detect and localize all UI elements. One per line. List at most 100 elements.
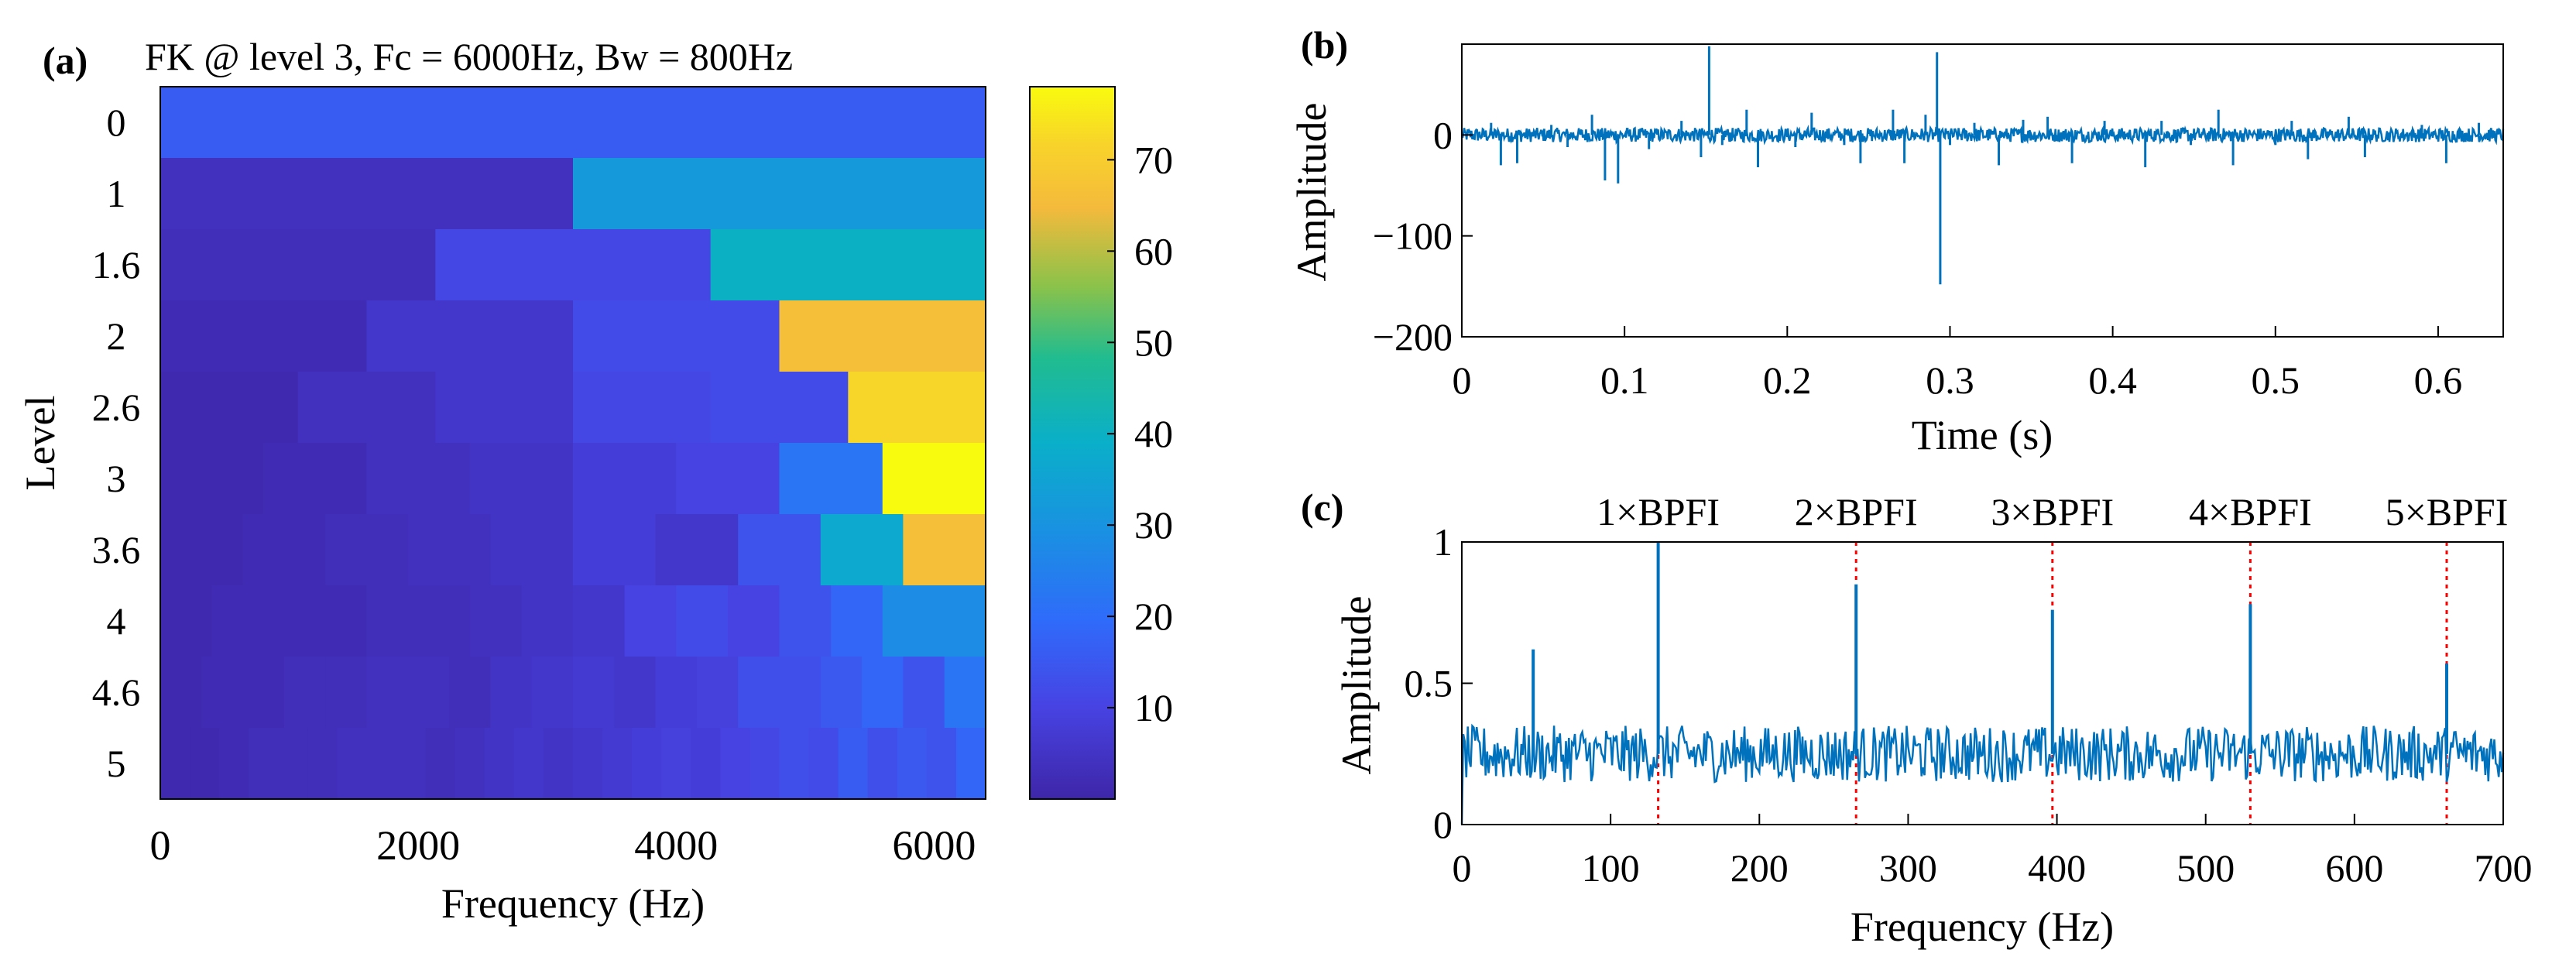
heatmap-y-axis-label: Level [17,396,63,491]
time-x-tick-label: 0.6 [2414,358,2463,402]
heatmap-cell [366,300,574,372]
spectrum-y-tick-label: 1 [1433,520,1453,564]
time-x-tick-label: 0.5 [2252,358,2300,402]
heatmap-cell [738,657,780,729]
heatmap-cell [366,657,409,729]
heatmap-cell [278,728,308,800]
colorbar-tick-label: 50 [1134,321,1173,364]
heatmap-cell [337,728,368,800]
heatmap-cell [435,229,712,301]
time-x-tick-label: 0.1 [1600,358,1649,402]
heatmap-x-tick-label: 6000 [892,822,976,869]
heatmap-cell [366,728,397,800]
heatmap-x-tick-label: 0 [150,822,171,869]
heatmap-cell [242,657,285,729]
time-x-tick-labels: 0 0.1 0.2 0.3 0.4 0.5 0.6 [1453,326,2463,402]
heatmap-y-tick-label: 0 [107,101,126,144]
heatmap-cell [661,728,691,800]
heatmap-cell [632,728,662,800]
heatmap-cell [490,657,533,729]
heatmap-cell [396,728,427,800]
heatmap-y-tick-label: 1.6 [92,243,141,286]
heatmap-cell [543,728,574,800]
heatmap-cell [160,585,213,657]
heatmap-cell [513,728,544,800]
heatmap-y-tick-label: 4 [107,599,126,643]
heatmap-cell [573,514,657,586]
bpfi-label: 2×BPFI [1795,490,1918,533]
heatmap-cell [573,443,677,515]
heatmap-cell [573,372,712,444]
heatmap-cell [820,657,863,729]
heatmap-cell [655,657,698,729]
heatmap-cells [160,87,986,800]
heatmap-cell [160,300,368,372]
panel-b-label: (b) [1301,23,1348,67]
heatmap-y-tick-label: 2.6 [92,386,141,429]
heatmap-cell [926,728,957,800]
time-x-tick-label: 0.3 [1926,358,1974,402]
heatmap-cell [808,728,839,800]
heatmap-cell [749,728,780,800]
spectrum-x-tick-label: 700 [2475,846,2533,890]
heatmap-cell [160,728,190,800]
heatmap-cell [425,728,456,800]
spectrum-y-tick-label: 0.5 [1405,662,1453,705]
heatmap-cell [449,657,491,729]
spectrum-x-tick-label: 400 [2028,846,2086,890]
heatmap-cell [696,657,739,729]
heatmap-title: FK @ level 3, Fc = 6000Hz, Bw = 800Hz [145,35,793,78]
heatmap-cell [573,728,603,800]
spectrum-x-tick-label: 200 [1730,846,1789,890]
colorbar-tick-label: 20 [1134,595,1173,638]
spectrum-y-tick-label: 0 [1433,803,1453,846]
spectrum-x-tick-label: 100 [1582,846,1640,890]
heatmap-cell [573,585,626,657]
heatmap-cell [201,657,244,729]
heatmap-cell [160,158,574,230]
heatmap-cell [490,514,574,586]
heatmap-cell [720,728,751,800]
heatmap-cell [249,728,279,800]
colorbar [1029,86,1116,800]
heatmap-cell [469,585,522,657]
heatmap-x-tick-labels: 0 2000 4000 6000 [150,822,976,869]
heatmap-cell [779,300,986,372]
heatmap-cell [160,443,264,515]
heatmap-cell [779,443,883,515]
heatmap-y-tick-label: 3.6 [92,528,141,571]
heatmap-cell [602,728,633,800]
bpfi-label: 4×BPFI [2189,490,2312,533]
heatmap-cell [454,728,485,800]
heatmap-cell [710,229,986,301]
spectrum-plot-frame [1461,541,2504,825]
colorbar-tick-label: 30 [1134,503,1173,547]
heatmap-cell [676,443,780,515]
spectrum-peaks [1532,542,2448,754]
heatmap-cell [779,657,822,729]
spectrum-x-axis-label: Frequency (Hz) [1851,904,2114,950]
heatmap-cell [160,514,244,586]
heatmap-cell [263,585,316,657]
heatmap-cell [691,728,721,800]
bpfi-labels: 1×BPFI 2×BPFI 3×BPFI 4×BPFI 5×BPFI [1597,490,2508,533]
heatmap-cell [848,372,986,444]
heatmap-x-tick-label: 2000 [376,822,460,869]
heatmap-cell [710,372,849,444]
heatmap-cell [407,514,491,586]
spectrum-y-axis-label: Amplitude [1333,596,1380,775]
heatmap-cell [573,158,986,230]
heatmap-y-tick-labels: 0 1 1.6 2 2.6 3 3.6 4 4.6 5 [92,101,141,785]
bpfi-label: 1×BPFI [1597,490,1720,533]
time-y-tick-label: −100 [1373,214,1453,258]
time-plot-area [1462,44,2503,337]
bpfi-label: 5×BPFI [2386,490,2509,533]
heatmap-x-tick-label: 4000 [634,822,718,869]
time-plot-frame [1461,43,2504,338]
heatmap-cell [325,657,368,729]
panel-a: (a) FK @ level 3, Fc = 6000Hz, Bw = 800H… [17,35,1173,927]
heatmap-cell [862,657,904,729]
heatmap-cell [211,585,264,657]
time-x-tick-label: 0.4 [2088,358,2137,402]
